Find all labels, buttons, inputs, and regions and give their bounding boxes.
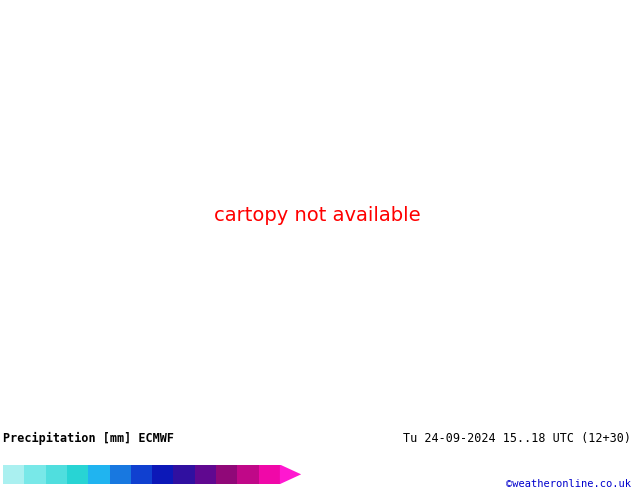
FancyBboxPatch shape [152,465,174,484]
FancyBboxPatch shape [25,465,46,484]
FancyBboxPatch shape [216,465,237,484]
FancyBboxPatch shape [110,465,131,484]
FancyBboxPatch shape [259,465,280,484]
FancyBboxPatch shape [67,465,88,484]
Text: Tu 24-09-2024 15..18 UTC (12+30): Tu 24-09-2024 15..18 UTC (12+30) [403,432,631,445]
FancyBboxPatch shape [3,465,25,484]
FancyBboxPatch shape [131,465,152,484]
Polygon shape [280,465,301,484]
Text: ©weatheronline.co.uk: ©weatheronline.co.uk [506,479,631,489]
FancyBboxPatch shape [237,465,259,484]
Text: cartopy not available: cartopy not available [214,206,420,224]
FancyBboxPatch shape [46,465,67,484]
FancyBboxPatch shape [174,465,195,484]
Text: Precipitation [mm] ECMWF: Precipitation [mm] ECMWF [3,432,174,445]
FancyBboxPatch shape [88,465,110,484]
FancyBboxPatch shape [195,465,216,484]
